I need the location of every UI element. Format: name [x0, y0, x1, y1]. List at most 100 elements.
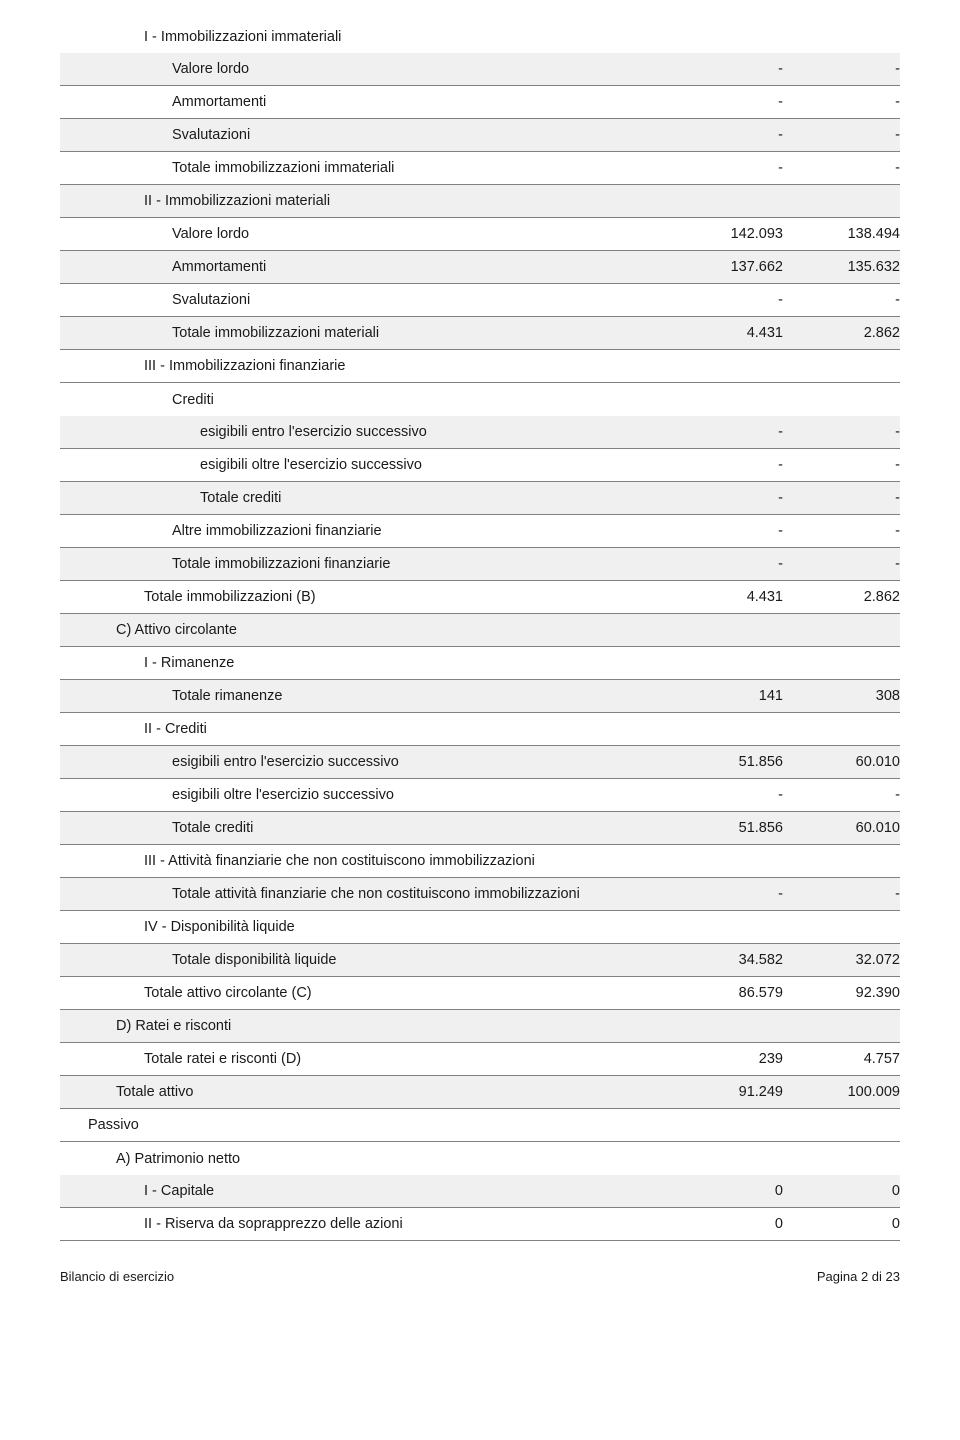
table-row: esigibili entro l'esercizio successivo-- [60, 416, 900, 449]
table-row: I - Capitale00 [60, 1175, 900, 1208]
row-label: I - Rimanenze [60, 655, 690, 671]
row-value-1: 91.249 [690, 1084, 795, 1100]
row-value-2: - [795, 61, 900, 77]
table-row: Passivo [60, 1109, 900, 1142]
table-row: Svalutazioni-- [60, 119, 900, 152]
row-value-1: - [690, 787, 795, 803]
row-value-1: - [690, 457, 795, 473]
row-value-1: 4.431 [690, 325, 795, 341]
row-value-1: - [690, 127, 795, 143]
table-row: Totale ratei e risconti (D)2394.757 [60, 1043, 900, 1076]
row-label: Totale attività finanziarie che non cost… [60, 886, 690, 902]
row-value-1: 4.431 [690, 589, 795, 605]
row-value-1: - [690, 490, 795, 506]
row-value-2: - [795, 556, 900, 572]
row-label: D) Ratei e risconti [60, 1018, 690, 1034]
row-label: Ammortamenti [60, 94, 690, 110]
row-value-1: 137.662 [690, 259, 795, 275]
row-label: II - Riserva da soprapprezzo delle azion… [60, 1216, 690, 1232]
row-label: C) Attivo circolante [60, 622, 690, 638]
row-value-2: 2.862 [795, 589, 900, 605]
row-label: Valore lordo [60, 226, 690, 242]
table-row: Totale attivo91.249100.009 [60, 1076, 900, 1109]
row-value-2: - [795, 523, 900, 539]
footer-left: Bilancio di esercizio [60, 1269, 174, 1284]
row-value-2: 0 [795, 1216, 900, 1232]
row-value-1: 34.582 [690, 952, 795, 968]
row-value-1: 0 [690, 1183, 795, 1199]
table-row: Totale crediti51.85660.010 [60, 812, 900, 845]
row-value-1: 51.856 [690, 820, 795, 836]
table-row: C) Attivo circolante [60, 614, 900, 647]
row-label: I - Immobilizzazioni immateriali [60, 29, 690, 45]
table-row: D) Ratei e risconti [60, 1010, 900, 1043]
row-value-2: 92.390 [795, 985, 900, 1001]
row-value-1: 86.579 [690, 985, 795, 1001]
row-label: Totale rimanenze [60, 688, 690, 704]
row-value-2: - [795, 886, 900, 902]
row-label: Totale immobilizzazioni immateriali [60, 160, 690, 176]
table-row: Totale immobilizzazioni immateriali-- [60, 152, 900, 185]
financial-table: I - Immobilizzazioni immateriali Valore l… [60, 20, 900, 1241]
row-value-2: 2.862 [795, 325, 900, 341]
row-value-2: 60.010 [795, 820, 900, 836]
row-label: II - Immobilizzazioni materiali [60, 193, 690, 209]
row-value-2: 308 [795, 688, 900, 704]
row-value-2: - [795, 292, 900, 308]
table-row: Ammortamenti137.662135.632 [60, 251, 900, 284]
table-row: Totale immobilizzazioni materiali4.4312.… [60, 317, 900, 350]
row-label: esigibili entro l'esercizio successivo [60, 754, 690, 770]
row-value-2: 0 [795, 1183, 900, 1199]
table-row: IV - Disponibilità liquide [60, 911, 900, 944]
row-value-1: 51.856 [690, 754, 795, 770]
table-row: A) Patrimonio netto [60, 1142, 900, 1175]
row-value-2: 60.010 [795, 754, 900, 770]
row-label: Totale crediti [60, 820, 690, 836]
row-label: esigibili oltre l'esercizio successivo [60, 457, 690, 473]
table-row: II - Immobilizzazioni materiali [60, 185, 900, 218]
table-row: I - Immobilizzazioni immateriali [60, 20, 900, 53]
row-label: Valore lordo [60, 61, 690, 77]
row-value-2: 32.072 [795, 952, 900, 968]
page-footer: Bilancio di esercizio Pagina 2 di 23 [60, 1241, 900, 1304]
row-label: Ammortamenti [60, 259, 690, 275]
row-label: Totale immobilizzazioni materiali [60, 325, 690, 341]
row-label: Totale attivo circolante (C) [60, 985, 690, 1001]
row-label: Altre immobilizzazioni finanziarie [60, 523, 690, 539]
row-value-1: 0 [690, 1216, 795, 1232]
row-value-2: - [795, 424, 900, 440]
row-value-1: - [690, 523, 795, 539]
row-label: esigibili entro l'esercizio successivo [60, 424, 690, 440]
row-value-1: - [690, 886, 795, 902]
row-value-2: 138.494 [795, 226, 900, 242]
table-row: esigibili oltre l'esercizio successivo-- [60, 779, 900, 812]
row-value-2: 100.009 [795, 1084, 900, 1100]
table-row: II - Crediti [60, 713, 900, 746]
table-row: Totale rimanenze141308 [60, 680, 900, 713]
row-value-2: 4.757 [795, 1051, 900, 1067]
table-row: Altre immobilizzazioni finanziarie-- [60, 515, 900, 548]
row-value-1: 141 [690, 688, 795, 704]
table-row: Svalutazioni-- [60, 284, 900, 317]
row-label: A) Patrimonio netto [60, 1151, 690, 1167]
row-label: Crediti [60, 392, 690, 408]
row-label: Totale immobilizzazioni (B) [60, 589, 690, 605]
row-label: Totale disponibilità liquide [60, 952, 690, 968]
row-value-2: - [795, 160, 900, 176]
row-value-2: - [795, 787, 900, 803]
table-row: Totale immobilizzazioni (B)4.4312.862 [60, 581, 900, 614]
table-row: Totale attività finanziarie che non cost… [60, 878, 900, 911]
row-value-2: - [795, 490, 900, 506]
row-value-1: - [690, 94, 795, 110]
row-value-1: - [690, 556, 795, 572]
table-row: Ammortamenti-- [60, 86, 900, 119]
row-value-1: 239 [690, 1051, 795, 1067]
table-row: Totale disponibilità liquide34.58232.072 [60, 944, 900, 977]
row-label: Totale attivo [60, 1084, 690, 1100]
footer-right: Pagina 2 di 23 [817, 1269, 900, 1284]
table-row: II - Riserva da soprapprezzo delle azion… [60, 1208, 900, 1241]
row-label: Svalutazioni [60, 127, 690, 143]
document-page: I - Immobilizzazioni immateriali Valore l… [0, 0, 960, 1304]
table-row: esigibili entro l'esercizio successivo51… [60, 746, 900, 779]
table-row: Totale attivo circolante (C)86.57992.390 [60, 977, 900, 1010]
